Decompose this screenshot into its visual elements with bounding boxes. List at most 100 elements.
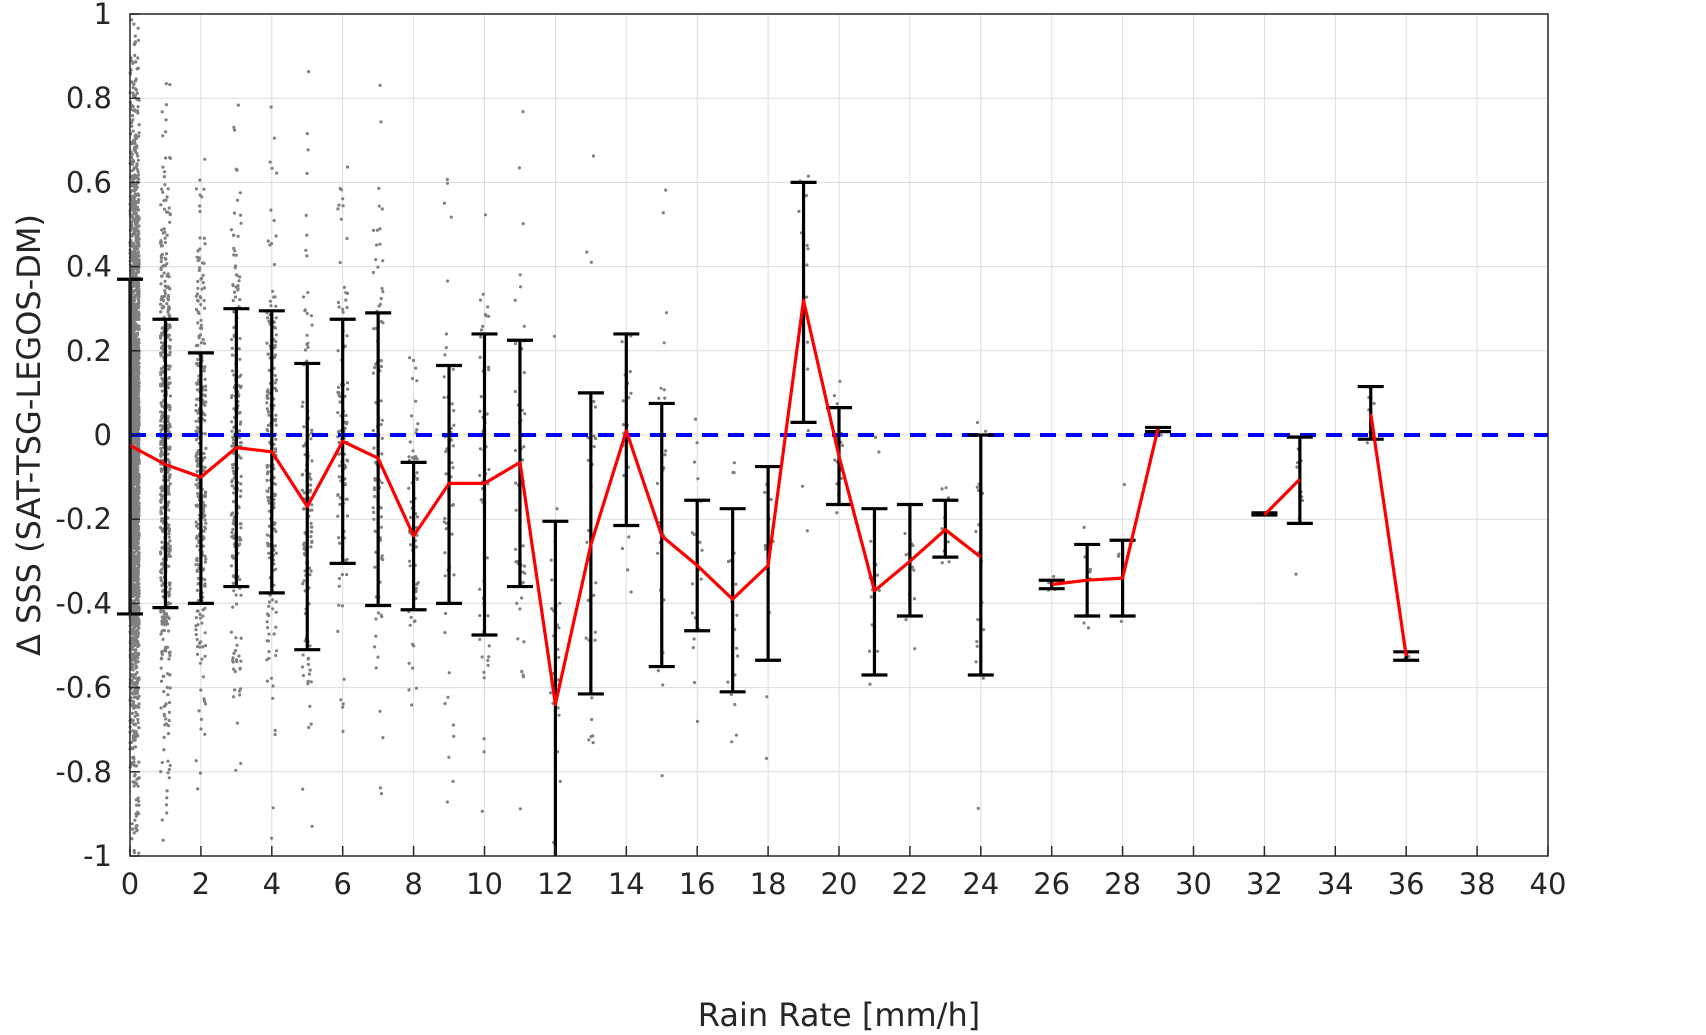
scatter-point: [523, 564, 527, 568]
scatter-point: [203, 365, 207, 369]
scatter-point: [804, 295, 809, 299]
scatter-point: [310, 540, 314, 545]
scatter-point: [664, 188, 668, 192]
y-axis-label: Δ SSS (SAT-TSG-LEGOS-DM): [10, 214, 48, 656]
scatter-point: [161, 589, 165, 593]
scatter-point: [234, 253, 238, 257]
scatter-point: [445, 181, 450, 185]
scatter-point: [238, 538, 242, 542]
scatter-point: [869, 539, 873, 543]
scatter-point: [161, 582, 165, 586]
x-tick-label: 32: [1246, 867, 1283, 901]
scatter-point: [203, 419, 207, 423]
scatter-point: [134, 183, 138, 187]
scatter-point: [482, 670, 486, 675]
scatter-point: [487, 368, 491, 372]
scatter-point: [306, 682, 310, 686]
scatter-point: [1295, 465, 1299, 469]
scatter-point: [134, 60, 138, 64]
scatter-point: [131, 703, 135, 707]
scatter-point: [195, 556, 199, 560]
scatter-point: [451, 503, 455, 507]
scatter-point: [165, 685, 169, 690]
scatter-point: [520, 596, 524, 600]
scatter-point: [521, 544, 525, 548]
scatter-point: [305, 171, 309, 175]
scatter-point: [230, 429, 234, 433]
scatter-point: [130, 691, 134, 695]
scatter-point: [238, 336, 242, 341]
scatter-point: [875, 573, 880, 577]
scatter-point: [168, 314, 172, 319]
scatter-point: [234, 167, 238, 171]
scatter-point: [621, 399, 625, 403]
x-tick-label: 24: [962, 867, 999, 901]
scatter-point: [204, 446, 208, 450]
scatter-point: [201, 338, 205, 342]
scatter-point: [379, 359, 383, 363]
scatter-point: [163, 647, 167, 651]
scatter-point: [203, 394, 207, 398]
scatter-point: [584, 636, 588, 640]
scatter-point: [166, 272, 170, 276]
scatter-point: [414, 366, 418, 370]
scatter-point: [200, 326, 204, 330]
scatter-point: [163, 279, 167, 283]
scatter-point: [162, 263, 166, 267]
scatter-point: [201, 385, 205, 389]
scatter-point: [873, 435, 878, 439]
scatter-point: [305, 254, 309, 258]
scatter-point: [486, 305, 490, 309]
scatter-point: [301, 673, 305, 678]
scatter-point: [133, 250, 137, 254]
scatter-point: [232, 426, 236, 430]
scatter-point: [336, 411, 340, 415]
scatter-point: [869, 595, 873, 599]
scatter-point: [136, 208, 141, 212]
scatter-point: [344, 413, 348, 418]
scatter-point: [274, 387, 278, 391]
scatter-point: [275, 171, 279, 175]
scatter-point: [692, 460, 697, 464]
scatter-point: [303, 308, 307, 312]
scatter-point: [204, 521, 208, 525]
scatter-point: [274, 413, 278, 417]
scatter-point: [309, 483, 313, 487]
scatter-point: [232, 438, 236, 442]
scatter-point: [413, 619, 417, 623]
scatter-point: [479, 395, 483, 399]
scatter-point: [160, 274, 164, 278]
scatter-point: [194, 624, 198, 628]
scatter-point: [310, 503, 314, 507]
scatter-point: [232, 253, 236, 257]
scatter-point: [806, 429, 810, 433]
scatter-point: [194, 403, 198, 407]
scatter-point: [692, 637, 696, 641]
scatter-point: [478, 447, 482, 451]
scatter-point: [203, 465, 207, 469]
scatter-point: [131, 428, 135, 432]
scatter-point: [273, 482, 277, 486]
scatter-point: [132, 652, 136, 657]
scatter-point: [521, 222, 525, 226]
scatter-point: [306, 345, 310, 349]
scatter-point: [137, 396, 141, 400]
scatter-point: [337, 584, 341, 588]
scatter-point: [134, 166, 138, 170]
scatter-point: [168, 156, 172, 160]
scatter-point: [197, 311, 201, 316]
scatter-point: [557, 626, 561, 630]
scatter-point: [194, 438, 198, 442]
scatter-point: [663, 453, 667, 457]
scatter-point: [136, 170, 140, 174]
scatter-point: [410, 377, 415, 381]
scatter-point: [381, 290, 385, 294]
scatter-point: [164, 252, 169, 256]
scatter-point: [198, 178, 202, 182]
scatter-point: [231, 521, 235, 526]
scatter-point: [130, 194, 134, 198]
scatter-point: [593, 638, 597, 642]
scatter-point: [167, 564, 171, 568]
scatter-point: [134, 672, 138, 677]
scatter-point: [700, 548, 704, 552]
